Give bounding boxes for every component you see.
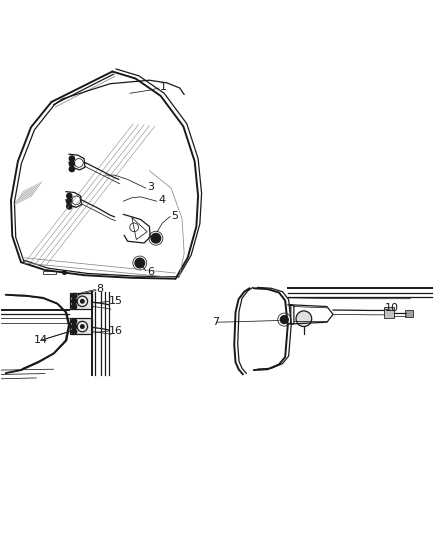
- Circle shape: [280, 316, 288, 324]
- Text: 8: 8: [96, 284, 103, 294]
- Text: 7: 7: [212, 317, 219, 327]
- Circle shape: [71, 304, 77, 309]
- Bar: [405, 310, 413, 317]
- Text: 1: 1: [160, 82, 167, 92]
- Circle shape: [81, 325, 84, 328]
- Bar: [385, 308, 394, 318]
- Circle shape: [71, 319, 77, 324]
- Bar: [70, 293, 92, 309]
- Circle shape: [67, 204, 72, 209]
- Bar: [43, 271, 56, 274]
- Text: 6: 6: [147, 266, 154, 277]
- Text: 4: 4: [158, 196, 165, 205]
- Text: 14: 14: [34, 335, 48, 345]
- Circle shape: [296, 311, 312, 327]
- Text: 5: 5: [171, 211, 178, 221]
- Circle shape: [69, 156, 74, 161]
- Text: 16: 16: [110, 326, 124, 336]
- Bar: [70, 318, 92, 334]
- Text: 10: 10: [385, 303, 399, 313]
- Circle shape: [71, 298, 77, 304]
- Circle shape: [151, 233, 161, 243]
- Text: 15: 15: [110, 296, 124, 306]
- Circle shape: [71, 294, 77, 298]
- Circle shape: [81, 300, 84, 303]
- Circle shape: [67, 193, 72, 199]
- Text: 3: 3: [147, 182, 154, 192]
- Circle shape: [63, 271, 66, 274]
- Circle shape: [135, 258, 145, 268]
- Circle shape: [69, 161, 74, 166]
- Circle shape: [67, 199, 72, 204]
- Circle shape: [69, 166, 74, 172]
- Circle shape: [71, 329, 77, 334]
- Circle shape: [71, 324, 77, 329]
